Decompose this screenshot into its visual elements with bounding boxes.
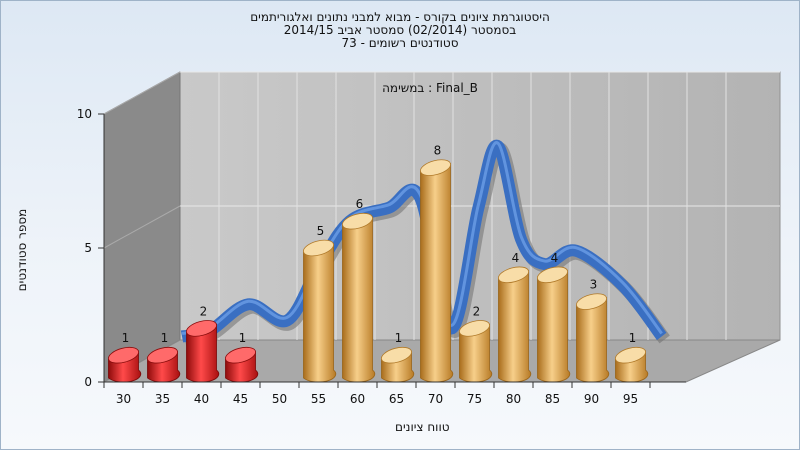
bar-55 [303, 239, 337, 383]
bar-body [537, 270, 571, 383]
y-tick-label: 5 [84, 241, 92, 255]
bar-top [381, 346, 412, 364]
y-tick-label: 10 [77, 107, 92, 121]
bar-value-label: 5 [317, 224, 325, 238]
title-line-1: היסטוגרמת ציונים בקורס - מבוא למבני נתונ… [250, 10, 550, 24]
x-tick-label: 50 [272, 392, 287, 406]
bar-value-label: 6 [356, 197, 364, 211]
bar-body [186, 323, 220, 383]
x-tick-label: 40 [194, 392, 209, 406]
bar-top [537, 266, 568, 284]
inner-task-label: במשימה : Final_B [382, 81, 478, 95]
bar-value-label: 2 [473, 304, 481, 318]
x-tick-label: 85 [545, 392, 560, 406]
x-tick-label: 60 [350, 392, 365, 406]
bar-top [225, 346, 256, 364]
x-tick-label: 45 [233, 392, 248, 406]
bar-value-label: 2 [200, 304, 208, 318]
bar-40 [186, 320, 220, 383]
value-labels: 1 1 2 1 5 6 1 8 2 4 4 3 1 [122, 144, 637, 346]
bar-body [459, 323, 493, 383]
y-axis-label: מספר סטודנטים [15, 208, 29, 292]
bars-group [108, 159, 649, 383]
bar-30 [108, 346, 142, 383]
bar-value-label: 3 [590, 278, 598, 292]
bar-top [615, 346, 646, 364]
bar-top [147, 346, 178, 364]
bar-85 [537, 266, 571, 383]
x-tick-label: 95 [623, 392, 638, 406]
x-axis-label: טווח ציונים [395, 420, 450, 434]
x-tick-label: 90 [584, 392, 599, 406]
gridlines [103, 71, 780, 340]
x-tick-label: 55 [311, 392, 326, 406]
bar-value-label: 8 [434, 144, 442, 158]
bar-value-label: 1 [161, 331, 169, 345]
bar-90 [576, 293, 610, 383]
bar-80 [498, 266, 532, 383]
bar-top [342, 212, 373, 230]
bar-95 [615, 346, 649, 383]
x-tick-label: 65 [389, 392, 404, 406]
x-tick-label: 70 [428, 392, 443, 406]
bar-body [342, 216, 376, 383]
title-line-2: בסמסטר (02/2014) סמסטר אביב 2014/15 [283, 23, 517, 37]
bar-70 [420, 159, 454, 383]
bar-value-label: 1 [395, 331, 403, 345]
y-tick-label: 0 [84, 375, 92, 389]
bar-top [108, 346, 139, 364]
bar-top [420, 159, 451, 176]
bar-value-label: 1 [239, 331, 247, 345]
bar-body [303, 243, 337, 383]
gridline-h-left [103, 205, 181, 249]
bar-60 [342, 212, 376, 383]
chart-title: היסטוגרמת ציונים בקורס - מבוא למבני נתונ… [0, 11, 800, 50]
bar-body [420, 163, 454, 383]
bar-body [498, 270, 532, 383]
bar-top [498, 266, 529, 284]
x-tick-label: 75 [467, 392, 482, 406]
bar-top [576, 293, 607, 310]
bar-45 [225, 346, 259, 383]
y-axis-ticks: 0 5 10 [77, 107, 104, 389]
bar-value-label: 4 [551, 251, 559, 265]
bar-top [459, 320, 490, 337]
bar-value-label: 1 [629, 331, 637, 345]
title-line-3: סטודנטים רשומים - 73 [341, 36, 459, 50]
x-tick-label: 80 [506, 392, 521, 406]
bar-value-label: 4 [512, 251, 520, 265]
bar-body [576, 297, 610, 383]
bar-top [186, 320, 217, 337]
x-tick-label: 30 [116, 392, 131, 406]
bar-top [303, 239, 334, 257]
bar-75 [459, 320, 493, 383]
bar-value-label: 1 [122, 331, 130, 345]
bar-65 [381, 346, 415, 383]
gridline-h-left [103, 71, 181, 115]
x-tick-label: 35 [155, 392, 170, 406]
x-axis-ticks: 30 35 40 45 50 55 60 65 70 75 80 85 90 95 [103, 382, 651, 406]
bar-35 [147, 346, 181, 383]
